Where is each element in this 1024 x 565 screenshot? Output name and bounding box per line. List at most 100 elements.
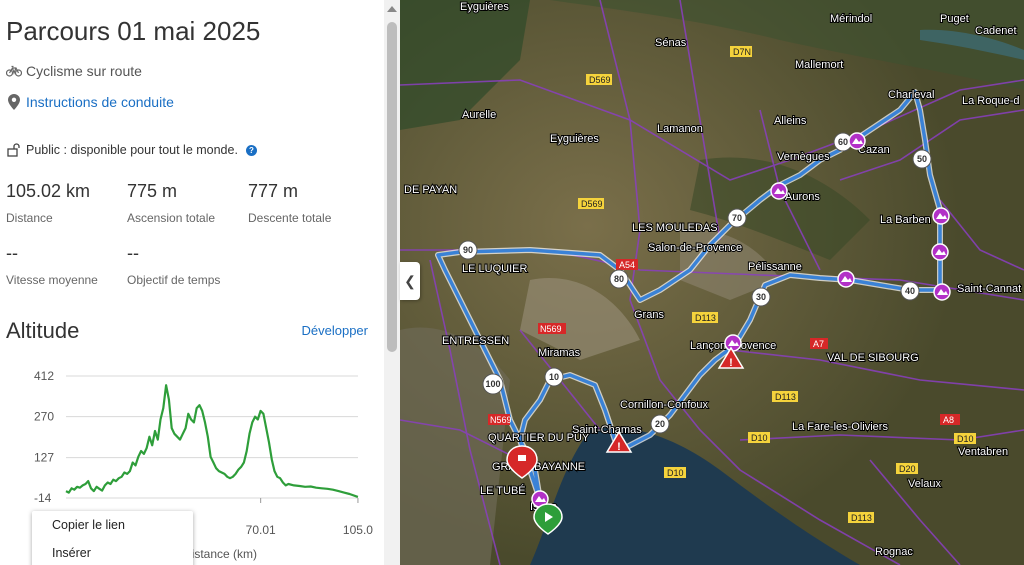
road-label: N569 (490, 415, 512, 425)
road-shield: D113 (848, 512, 874, 523)
km-marker-label: 40 (905, 286, 915, 296)
stat-ascent: 775 m Ascension totale (127, 181, 247, 225)
km-marker: 10 (544, 367, 564, 387)
collapse-panel-button[interactable]: ❮ (400, 262, 420, 300)
mountain-icon (933, 283, 951, 301)
activity-row: Cyclisme sur route (6, 63, 142, 79)
visibility-row: Public : disponible pour tout le monde. … (6, 142, 257, 158)
place-label: Puget (940, 13, 969, 25)
km-marker: 40 (900, 281, 920, 301)
menu-item-copy-link[interactable]: Copier le lien (52, 518, 125, 532)
road-label: A54 (619, 260, 635, 270)
place-label: Eyguières (550, 133, 599, 145)
mountain-icon (932, 207, 950, 225)
stat-descent-value: 777 m (248, 181, 299, 201)
svg-text:!: ! (729, 357, 733, 369)
place-label: Cadenet (975, 25, 1017, 37)
place-labels: Eyguières Sénas Mallemort Mérindol Puget… (403, 0, 1022, 559)
y-tick-label: 127 (34, 451, 54, 465)
road-shield: D113 (772, 391, 798, 402)
road-label: D20 (899, 464, 916, 474)
km-marker: 100 (482, 373, 504, 395)
elevation-chart: 412 270 127 -14 70.01 105.0 Distance (km) (34, 369, 373, 561)
page-title: Parcours 01 mai 2025 (6, 16, 261, 46)
road-label: A8 (943, 415, 954, 425)
activity-label: Cyclisme sur route (26, 63, 142, 79)
place-label: LES MOULEDAS (632, 222, 718, 234)
bicycle-icon (6, 63, 22, 79)
menu-item-embed[interactable]: Insérer (52, 546, 91, 560)
place-label: LE TUBÉ (480, 484, 526, 497)
plain-area (400, 327, 510, 565)
place-label: VAL DE SIBOURG (827, 352, 919, 364)
warning-icon: ! (717, 346, 745, 369)
stat-distance-value: 105.02 km (6, 181, 91, 201)
road-label: D7N (733, 47, 751, 57)
km-marker: 50 (912, 149, 932, 169)
place-label: Saint-Cannat (957, 283, 1021, 295)
stat-time-goal-label: Objectif de temps (127, 273, 221, 287)
road-label: D569 (581, 199, 603, 209)
road-shield: D113 (692, 312, 718, 323)
route-details-panel: Parcours 01 mai 2025 Cyclisme sur route … (0, 0, 400, 565)
place-label: Pélissanne (748, 261, 802, 273)
place-label: Velaux (908, 478, 942, 490)
x-axis-label: Distance (km) (183, 547, 257, 561)
forest-area (690, 157, 870, 260)
km-marker-label: 90 (463, 245, 473, 255)
road-shield: A54 (616, 259, 638, 270)
context-menu: Copier le lien Insérer (32, 511, 193, 565)
warning-markers[interactable]: ! ! (605, 346, 745, 453)
expand-chart-link[interactable]: Développer (301, 323, 369, 338)
place-label: Mallemort (795, 59, 843, 71)
place-label: Ventabren (958, 446, 1008, 458)
elevation-line (65, 384, 359, 498)
map-canvas[interactable]: Eyguières Sénas Mallemort Mérindol Puget… (400, 0, 1024, 565)
x-tick-label: 105.0 (343, 523, 373, 537)
finish-flag-icon[interactable] (506, 445, 538, 479)
y-tick-label: 412 (34, 369, 54, 383)
altitude-heading: Altitude (6, 318, 80, 343)
unlock-icon (6, 142, 22, 158)
forest-area (400, 0, 1024, 90)
help-icon[interactable]: ? (245, 144, 257, 156)
mountain-icon (848, 132, 866, 150)
road-shield: N569 (538, 323, 566, 334)
directions-label[interactable]: Instructions de conduite (26, 94, 174, 110)
place-label: Mérindol (830, 13, 872, 25)
road-label: D10 (751, 433, 768, 443)
panel-scrollbar[interactable] (384, 0, 400, 565)
place-label: Saint-Chamas (572, 424, 642, 436)
road-label: D113 (695, 313, 716, 323)
road-network (400, 0, 1024, 565)
scrollbar-thumb[interactable] (387, 22, 397, 352)
place-label: Eyguières (460, 1, 509, 13)
km-marker-label: 100 (485, 379, 500, 389)
road-shield: A7 (810, 338, 828, 349)
start-play-icon[interactable] (533, 503, 563, 535)
road-shield: D569 (586, 74, 612, 85)
place-label: DE PAYAN (404, 184, 457, 196)
place-label: QUARTIER DU PUY (488, 432, 590, 444)
stat-distance-label: Distance (6, 211, 53, 225)
mountain-icon (724, 334, 742, 352)
scroll-up-arrow-icon[interactable] (387, 6, 397, 12)
place-label: Aurons (785, 191, 820, 203)
y-tick-label: 270 (34, 410, 54, 424)
stat-ascent-value: 775 m (127, 181, 178, 201)
km-marker-label: 30 (756, 292, 766, 302)
x-tick-label: 70.01 (246, 523, 276, 537)
road-shield: A8 (940, 414, 960, 425)
place-label: Salon-de-Provence (648, 242, 742, 254)
directions-link[interactable]: Instructions de conduite (6, 94, 174, 110)
km-marker-label: 10 (549, 372, 559, 382)
road-label: D10 (957, 434, 974, 444)
road-shield: N569 (488, 414, 512, 425)
stat-descent: 777 m Descente totale (248, 181, 368, 225)
km-markers: 10 20 30 40 50 60 70 80 90 100 (458, 132, 932, 434)
place-label: Grans (634, 309, 664, 321)
km-marker: 30 (751, 287, 771, 307)
satellite-map[interactable]: Eyguières Sénas Mallemort Mérindol Puget… (400, 0, 1024, 565)
place-label: Miramas (538, 347, 581, 359)
km-marker-label: 50 (917, 154, 927, 164)
